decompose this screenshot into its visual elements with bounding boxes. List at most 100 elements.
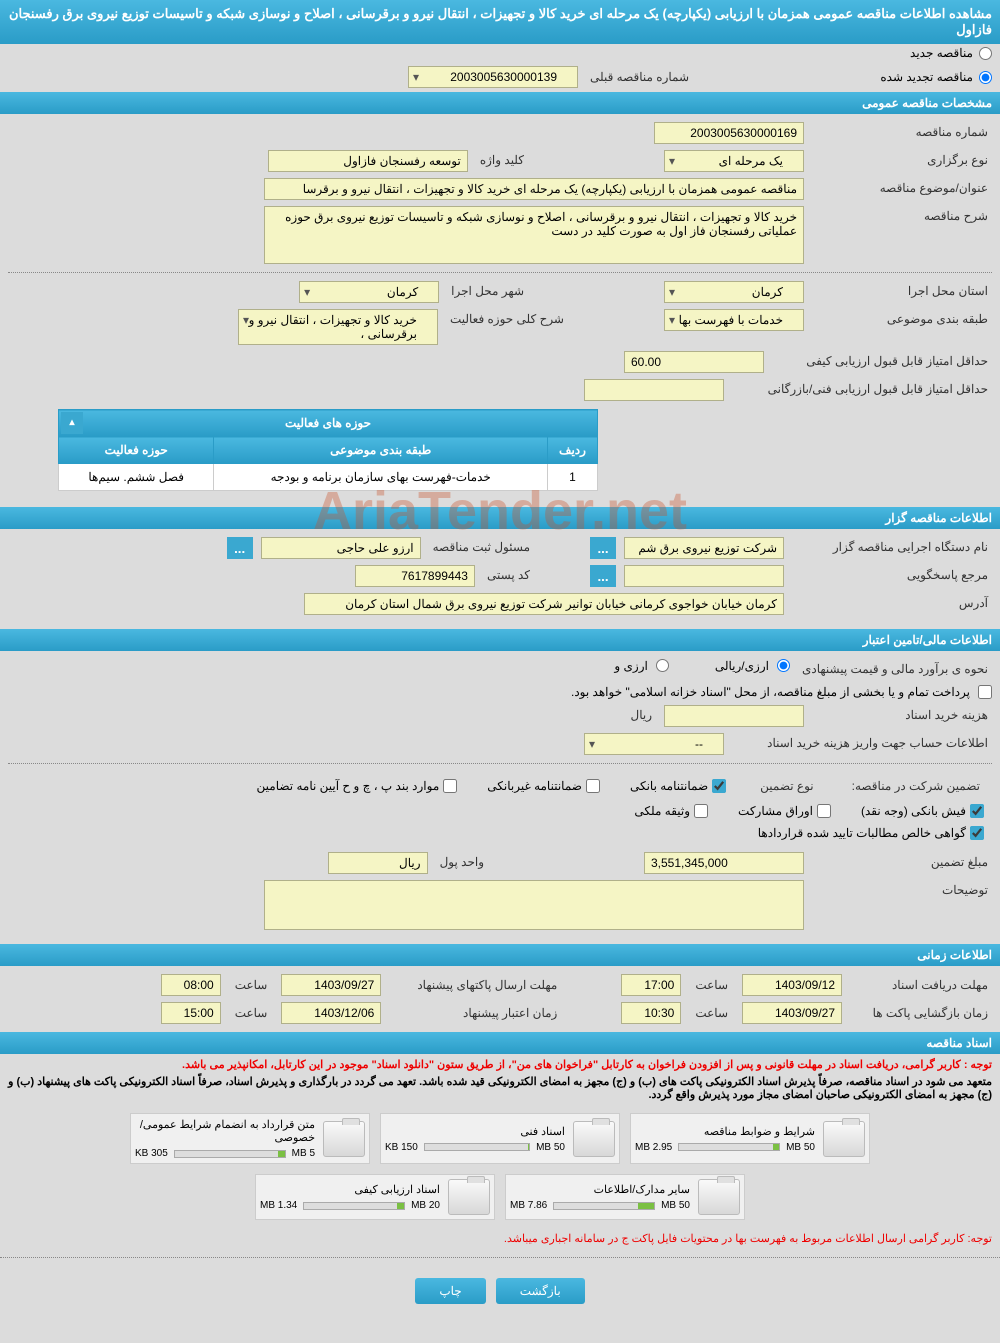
file-item[interactable]: اسناد ارزیابی کیفی 20 MB 1.34 MB [255, 1174, 495, 1220]
bottom-note: توجه: کاربر گرامی ارسال اطلاعات مربوط به… [0, 1228, 1000, 1249]
category-label: طبقه بندی موضوعی [812, 309, 992, 329]
file-title: متن قرارداد به انضمام شرایط عمومی/خصوصی [135, 1118, 315, 1144]
file-item[interactable]: متن قرارداد به انضمام شرایط عمومی/خصوصی … [130, 1113, 370, 1164]
responder-browse-button[interactable]: ... [590, 565, 616, 587]
holding-type-label: نوع برگزاری [812, 150, 992, 170]
file-title: اسناد ارزیابی کیفی [260, 1183, 440, 1196]
desc-value: خرید کالا و تجهیزات ، انتقال نیرو و برقر… [264, 206, 804, 264]
separator [0, 1257, 1000, 1258]
receive-deadline-date: 1403/09/12 [742, 974, 842, 996]
chk-receivables[interactable] [970, 826, 984, 840]
col-activity: حوزه فعالیت [59, 437, 214, 464]
activity-desc-label: شرح کلی حوزه فعالیت [446, 309, 568, 329]
province-select[interactable]: کرمان [664, 281, 804, 303]
address-label: آدرس [792, 593, 992, 613]
currency-unit-value: ریال [328, 852, 428, 874]
opt-forex: ارزی و [614, 659, 647, 673]
radio-rial-currency[interactable] [777, 659, 790, 672]
folder-icon [698, 1179, 740, 1215]
receive-deadline-label: مهلت دریافت اسناد [852, 975, 992, 995]
postal-label: کد پستی [483, 565, 534, 585]
file-list: شرایط و ضوابط مناقصه 50 MB 2.95 MB اسناد… [0, 1105, 1000, 1228]
responder-value [624, 565, 784, 587]
folder-icon [448, 1179, 490, 1215]
doc-note-2: متعهد می شود در اسناد مناقصه، صرفاً پذیر… [0, 1075, 1000, 1105]
city-select[interactable]: کرمان [299, 281, 439, 303]
doc-note-1: توجه : کاربر گرامی، دریافت اسناد در مهلت… [0, 1054, 1000, 1075]
rial-label: ریال [626, 705, 656, 725]
validity-label: زمان اعتبار پیشنهاد [391, 1003, 561, 1023]
print-button[interactable]: چاپ [415, 1278, 485, 1304]
receive-deadline-time: 17:00 [621, 974, 681, 996]
notes-label: توضیحات [812, 880, 992, 900]
doc-cost-label: هزینه خرید اسناد [812, 705, 992, 725]
send-deadline-date: 1403/09/27 [281, 974, 381, 996]
registrar-label: مسئول ثبت مناقصه [429, 537, 534, 557]
notes-textarea[interactable] [264, 880, 804, 930]
registrar-browse-button[interactable]: ... [227, 537, 253, 559]
chk-clauses[interactable] [443, 779, 457, 793]
label-renewed-tender: مناقصه تجدید شده [880, 70, 973, 84]
exec-label: نام دستگاه اجرایی مناقصه گزار [792, 537, 992, 557]
holding-type-select[interactable]: یک مرحله ای [664, 150, 804, 172]
label-new-tender: مناقصه جدید [910, 46, 973, 60]
exec-browse-button[interactable]: ... [590, 537, 616, 559]
file-title: سایر مدارک/اطلاعات [510, 1183, 690, 1196]
section-timing: اطلاعات زمانی [0, 944, 1000, 966]
separator [8, 763, 992, 764]
activity-desc-select[interactable]: خرید کالا و تجهیزات ، انتقال نیرو و برقر… [238, 309, 438, 345]
guarantee-label: تضمین شرکت در مناقصه: [848, 776, 984, 796]
back-button[interactable]: بازگشت [496, 1278, 585, 1304]
file-title: اسناد فنی [385, 1125, 565, 1138]
validity-time: 15:00 [161, 1002, 221, 1024]
activity-table-title: حوزه های فعالیت [285, 416, 371, 430]
keyword-label: کلید واژه [476, 150, 528, 170]
registrar-value: ارزو علی حاجی [261, 537, 421, 559]
doc-cost-info-label: اطلاعات حساب جهت واریز هزینه خرید اسناد [732, 733, 992, 753]
exec-value: شرکت توزیع نیروی برق شم [624, 537, 784, 559]
section-organizer: اطلاعات مناقصه گزار [0, 507, 1000, 529]
min-quality-value: 60.00 [624, 351, 764, 373]
tender-new-row: مناقصه جدید [0, 44, 1000, 62]
section-general: مشخصات مناقصه عمومی [0, 92, 1000, 114]
chk-bonds[interactable] [817, 804, 831, 818]
validity-date: 1403/12/06 [281, 1002, 381, 1024]
amount-label: مبلغ تضمین [812, 852, 992, 872]
col-category: طبقه بندی موضوعی [214, 437, 548, 464]
chk-nonbank-guarantee[interactable] [586, 779, 600, 793]
file-item[interactable]: سایر مدارک/اطلاعات 50 MB 7.86 MB [505, 1174, 745, 1220]
collapse-icon[interactable]: ▴ [61, 412, 83, 434]
send-deadline-time: 08:00 [161, 974, 221, 996]
file-item[interactable]: اسناد فنی 50 MB 150 KB [380, 1113, 620, 1164]
category-select[interactable]: خدمات با فهرست بها [664, 309, 804, 331]
subject-label: عنوان/موضوع مناقصه [812, 178, 992, 198]
prev-number-label: شماره مناقصه قبلی [586, 67, 693, 87]
prev-number-select[interactable]: 2003005630000139 [408, 66, 578, 88]
address-value: کرمان خیابان خواجوی کرمانی خیابان توانیر… [304, 593, 784, 615]
desc-label: شرح مناقصه [812, 206, 992, 226]
min-tech-label: حداقل امتیاز قابل قبول ارزیابی فنی/بازرگ… [732, 379, 992, 399]
page-title: مشاهده اطلاعات مناقصه عمومی همزمان با ار… [0, 0, 1000, 44]
guarantee-type-label: نوع تضمین [756, 776, 817, 796]
estimate-label: نحوه ی برآورد مالی و قیمت پیشنهادی [798, 659, 992, 679]
radio-new-tender[interactable] [979, 47, 992, 60]
chk-treasury[interactable] [978, 685, 992, 699]
chk-bank-guarantee[interactable] [712, 779, 726, 793]
min-tech-value [584, 379, 724, 401]
number-label: شماره مناقصه [812, 122, 992, 142]
responder-label: مرجع پاسخگویی [792, 565, 992, 585]
file-title: شرایط و ضوابط مناقصه [635, 1125, 815, 1138]
keyword-value: توسعه رفسنجان فازاول [268, 150, 468, 172]
postal-value: 7617899443 [355, 565, 475, 587]
chk-cash[interactable] [970, 804, 984, 818]
open-date: 1403/09/27 [742, 1002, 842, 1024]
chk-property[interactable] [694, 804, 708, 818]
number-value: 2003005630000169 [654, 122, 804, 144]
doc-cost-info-select[interactable]: -- [584, 733, 724, 755]
radio-forex[interactable] [656, 659, 669, 672]
file-item[interactable]: شرایط و ضوابط مناقصه 50 MB 2.95 MB [630, 1113, 870, 1164]
radio-renewed-tender[interactable] [979, 71, 992, 84]
min-quality-label: حداقل امتیاز قابل قبول ارزیابی کیفی [772, 351, 992, 371]
currency-unit-label: واحد پول [436, 852, 488, 872]
send-deadline-label: مهلت ارسال پاکتهای پیشنهاد [391, 975, 561, 995]
